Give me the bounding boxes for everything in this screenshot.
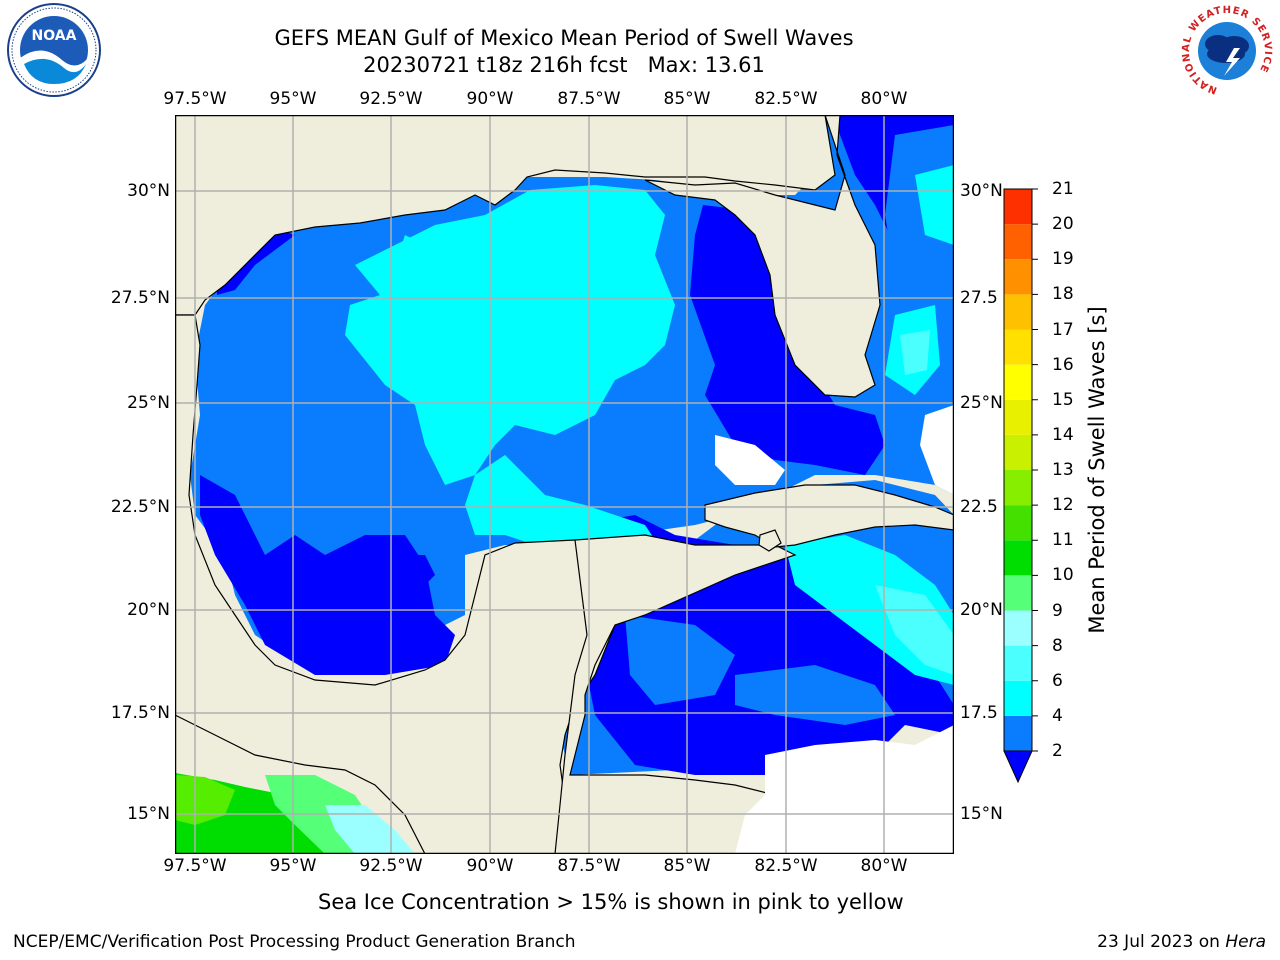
colorbar-bin xyxy=(1004,715,1032,751)
map-border xyxy=(175,115,954,854)
lat-label-left: 27.5°N xyxy=(110,288,170,308)
land-florida xyxy=(644,115,954,398)
colorbar-tick-label: 16 xyxy=(1052,354,1074,375)
sea-ice-note: Sea Ice Concentration > 15% is shown in … xyxy=(318,890,904,914)
lon-label-top: 97.5°W xyxy=(163,89,227,109)
no-data-region xyxy=(735,725,954,854)
footer-date: 23 Jul 2023 on Hera xyxy=(1097,932,1266,952)
lon-label-top: 95°W xyxy=(269,89,317,109)
lon-label-bottom: 92.5°W xyxy=(359,856,423,876)
lon-label-top: 85°W xyxy=(663,89,711,109)
lat-label-right: 20°N xyxy=(960,600,1003,620)
cyan-region xyxy=(875,585,954,675)
dark-blue-region xyxy=(385,555,435,595)
colorbar-tick-label: 18 xyxy=(1052,284,1074,305)
colorbar-bin xyxy=(1004,575,1032,611)
footer-date-text: 23 Jul 2023 on xyxy=(1097,932,1226,952)
colorbar-tick-label: 21 xyxy=(1052,179,1074,199)
colorbar-bin xyxy=(1004,680,1032,716)
lon-label-bottom: 80°W xyxy=(860,856,908,876)
colorbar-tick-label: 14 xyxy=(1052,424,1074,445)
colorbar-bin xyxy=(1004,364,1032,400)
colorbar-label: Mean Period of Swell Waves [s] xyxy=(1085,306,1109,634)
lon-label-top: 90°W xyxy=(466,89,514,109)
lon-label-bottom: 87.5°W xyxy=(557,856,621,876)
colorbar-tick-label: 17 xyxy=(1052,319,1074,340)
colorbar-tick-label: 19 xyxy=(1052,249,1074,270)
colorbar-bin xyxy=(1004,294,1032,330)
lon-label-top: 80°W xyxy=(860,89,908,109)
lat-label-right: 27.5 xyxy=(960,288,998,308)
cyan-region xyxy=(395,235,425,275)
colorbar-tick-label: 9 xyxy=(1052,600,1063,621)
colorbar-tick-label: 2 xyxy=(1052,741,1063,761)
colorbar-bin xyxy=(1004,610,1032,646)
colorbar-bin xyxy=(1004,505,1032,541)
lat-label-right: 17.5 xyxy=(960,703,998,723)
colorbar-bin xyxy=(1004,540,1032,576)
lat-label-left: 25°N xyxy=(127,393,170,413)
footer-machine-name: Hera xyxy=(1225,932,1266,952)
cyan-region xyxy=(915,165,954,245)
colorbar-tick-label: 20 xyxy=(1052,214,1074,235)
colorbar-tick-label: 11 xyxy=(1052,530,1074,551)
lon-label-bottom: 95°W xyxy=(269,856,317,876)
graticule xyxy=(175,115,954,854)
land-cuba xyxy=(704,484,954,548)
lon-label-top: 87.5°W xyxy=(557,89,621,109)
lat-label-left: 17.5°N xyxy=(110,703,170,723)
lon-label-bottom: 97.5°W xyxy=(163,856,227,876)
footer-producer: NCEP/EMC/Verification Post Processing Pr… xyxy=(13,932,576,952)
colorbar-tick-label: 10 xyxy=(1052,565,1074,586)
colorbar-bin xyxy=(1004,329,1032,365)
no-data-region xyxy=(715,435,785,485)
lat-label-left: 20°N xyxy=(127,600,170,620)
gulf-of-mexico-map xyxy=(175,115,954,854)
lon-label-bottom: 82.5°W xyxy=(754,856,818,876)
colorbar-bin xyxy=(1004,645,1032,681)
map-title-line-2: 20230721 t18z 216h fcst Max: 13.61 xyxy=(363,53,765,77)
colorbar-bins xyxy=(1004,189,1032,751)
colorbar-under-extension xyxy=(1003,750,1033,784)
colorbar-bin xyxy=(1004,470,1032,506)
lat-label-left: 15°N xyxy=(127,804,170,824)
colorbar xyxy=(1003,188,1038,784)
medium-blue-region xyxy=(735,665,895,725)
lat-label-left: 30°N xyxy=(127,181,170,201)
cyan-region xyxy=(900,330,930,375)
colorbar-bin xyxy=(1004,434,1032,470)
land-us-gulf-coast xyxy=(175,115,836,316)
lon-label-bottom: 90°W xyxy=(466,856,514,876)
colorbar-tick-label: 12 xyxy=(1052,495,1074,516)
lat-label-right: 30°N xyxy=(960,181,1003,201)
colorbar-bin xyxy=(1004,399,1032,435)
lat-label-left: 22.5°N xyxy=(110,497,170,517)
lat-label-right: 22.5 xyxy=(960,497,998,517)
cyan-region xyxy=(345,185,675,485)
colorbar-bin xyxy=(1004,259,1032,295)
colorbar-tick-label: 15 xyxy=(1052,389,1074,410)
noaa-logo-icon: NOAA xyxy=(7,3,101,97)
colorbar-tick-label: 6 xyxy=(1052,670,1063,691)
noaa-logo-text: NOAA xyxy=(32,28,77,44)
lon-label-bottom: 85°W xyxy=(663,856,711,876)
colorbar-bin xyxy=(1004,189,1032,225)
lon-label-top: 82.5°W xyxy=(754,89,818,109)
map-title-line-1: GEFS MEAN Gulf of Mexico Mean Period of … xyxy=(274,26,854,50)
no-data-region xyxy=(920,405,954,495)
lat-label-right: 25°N xyxy=(960,393,1003,413)
colorbar-tick-label: 13 xyxy=(1052,460,1074,480)
pacific-green-region xyxy=(175,775,235,825)
lon-label-top: 92.5°W xyxy=(359,89,423,109)
nws-logo-icon: NATIONAL WEATHER SERVICE xyxy=(1181,5,1273,97)
lat-label-right: 15°N xyxy=(960,804,1003,824)
land-island xyxy=(758,529,782,552)
colorbar-tick-label: 8 xyxy=(1052,635,1063,656)
colorbar-bin xyxy=(1004,224,1032,260)
pacific-cyan-region xyxy=(325,805,415,854)
medium-blue-region xyxy=(625,615,735,705)
colorbar-tick-label: 4 xyxy=(1052,705,1063,726)
land-mexico xyxy=(175,314,636,854)
